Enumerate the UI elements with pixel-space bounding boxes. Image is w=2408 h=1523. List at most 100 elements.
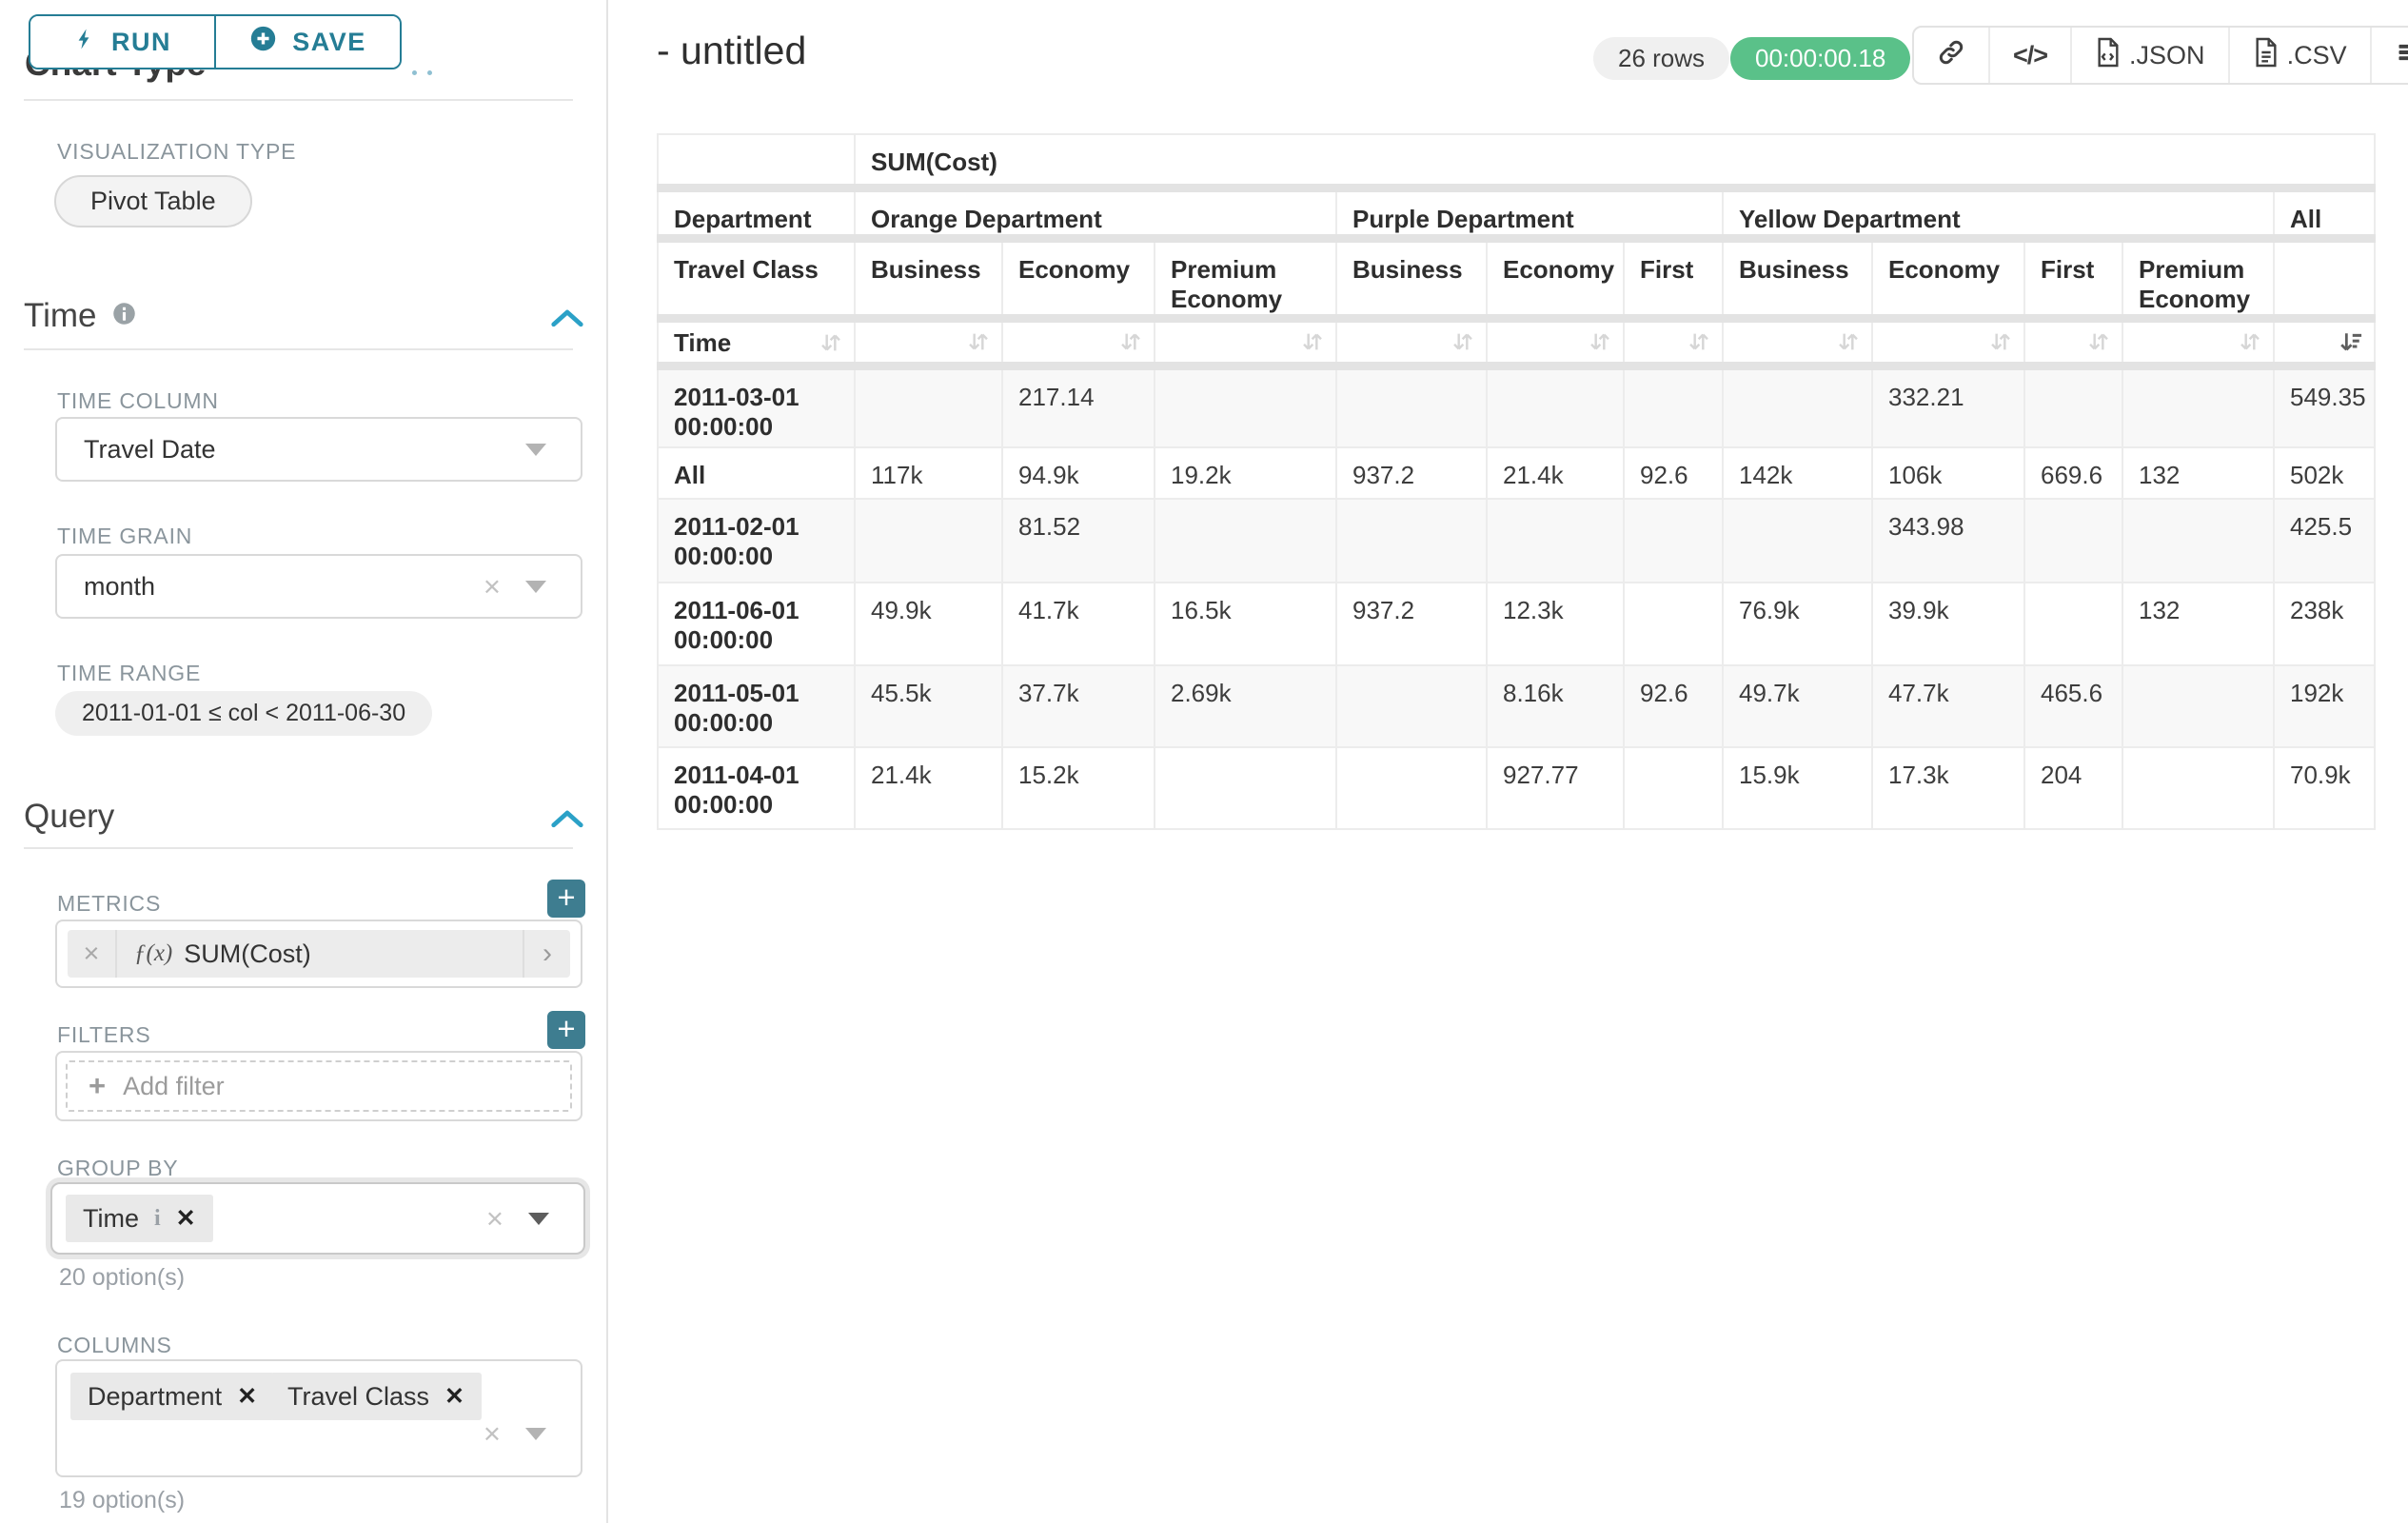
- clear-icon[interactable]: ×: [483, 1416, 501, 1451]
- lightning-bolt-icon: [73, 25, 96, 60]
- metrics-label: METRICS: [57, 891, 162, 916]
- save-button[interactable]: SAVE: [216, 16, 400, 68]
- time-range-pill[interactable]: 2011-01-01 ≤ col < 2011-06-30: [55, 691, 433, 736]
- table-row: 2011-03-01 00:00:00 217.14 332.21 549.35: [657, 365, 2376, 448]
- remove-tag-icon[interactable]: ✕: [175, 1205, 196, 1232]
- run-save-button-group: RUN SAVE: [29, 14, 402, 69]
- panel-resize-dot[interactable]: [412, 70, 417, 75]
- chevron-down-icon: [525, 1428, 546, 1440]
- export-csv-button[interactable]: .CSV: [2227, 28, 2370, 83]
- pivot-cell: 70.9k: [2273, 746, 2376, 830]
- time-column-select[interactable]: Travel Date: [55, 417, 582, 482]
- link-icon: [1937, 38, 1965, 73]
- sort-column[interactable]: [1335, 317, 1488, 370]
- add-filter-plus-button[interactable]: +: [547, 1011, 585, 1049]
- sort-column[interactable]: [2122, 317, 2275, 370]
- info-icon[interactable]: i: [154, 1205, 161, 1231]
- pivot-cell: 502k: [2273, 446, 2376, 500]
- metric-pill[interactable]: × ƒ(x) SUM(Cost) ›: [68, 930, 570, 978]
- clear-icon[interactable]: ×: [483, 569, 501, 603]
- json-label: .JSON: [2129, 40, 2205, 69]
- add-metric-button[interactable]: +: [547, 880, 585, 918]
- menu-button[interactable]: [2369, 28, 2408, 83]
- sort-icon[interactable]: [2237, 328, 2263, 355]
- visualization-type-pill[interactable]: Pivot Table: [54, 175, 252, 227]
- time-grain-select[interactable]: month ×: [55, 554, 582, 619]
- sort-column[interactable]: [1871, 317, 2025, 370]
- metric-header: SUM(Cost): [854, 133, 2376, 192]
- travel-class-header: Business: [1722, 237, 1873, 323]
- sort-icon[interactable]: [818, 329, 844, 356]
- table-row: 2011-04-01 00:00:00 21.4k 15.2k 927.77 15.9k…: [657, 746, 2376, 830]
- sort-column[interactable]: [1001, 317, 1155, 370]
- sort-column[interactable]: [854, 317, 1003, 370]
- row-label: All: [657, 446, 856, 500]
- remove-tag-icon[interactable]: ✕: [444, 1383, 464, 1410]
- save-button-label: SAVE: [292, 27, 366, 56]
- pivot-cell: [854, 498, 1003, 583]
- pivot-cell: 217.14: [1001, 365, 1155, 448]
- table-row: 2011-02-01 00:00:00 81.52 343.98 425.5: [657, 498, 2376, 583]
- pivot-cell: [2023, 365, 2123, 448]
- corner-cell: [657, 133, 856, 192]
- pivot-cell: 204: [2023, 746, 2123, 830]
- time-column-value: Travel Date: [84, 434, 216, 464]
- pivot-cell: 92.6: [1623, 664, 1724, 748]
- sort-icon[interactable]: [1835, 328, 1862, 355]
- pivot-cell: [1722, 498, 1873, 583]
- pivot-cell: [1623, 746, 1724, 830]
- pivot-cell: 132: [2122, 582, 2275, 666]
- filters-box: + Add filter: [55, 1051, 582, 1121]
- pivot-cell: [2122, 664, 2275, 748]
- export-json-button[interactable]: .JSON: [2070, 28, 2228, 83]
- travel-class-header: Premium Economy: [1154, 237, 1337, 323]
- pivot-cell: 81.52: [1001, 498, 1155, 583]
- table-row: 2011-06-01 00:00:00 49.9k 41.7k 16.5k 937.2 1…: [657, 582, 2376, 666]
- remove-metric-icon[interactable]: ×: [68, 930, 117, 978]
- sort-column[interactable]: [2023, 317, 2123, 370]
- sort-column[interactable]: [1722, 317, 1873, 370]
- sort-icon[interactable]: [1450, 328, 1476, 355]
- sort-descending-icon[interactable]: [2338, 328, 2364, 355]
- add-filter-label: Add filter: [123, 1071, 225, 1100]
- sort-column[interactable]: [1623, 317, 1724, 370]
- remove-tag-icon[interactable]: ✕: [237, 1383, 258, 1410]
- pivot-cell: [1154, 498, 1337, 583]
- sort-icon[interactable]: [965, 328, 992, 355]
- pivot-cell: 16.5k: [1154, 582, 1337, 666]
- tag-label: Department: [88, 1381, 223, 1411]
- clear-icon[interactable]: ×: [485, 1201, 503, 1236]
- department-group-header: Orange Department: [854, 187, 1337, 243]
- row-count-badge: 26 rows: [1593, 37, 1730, 80]
- pivot-cell: 238k: [2273, 582, 2376, 666]
- group-by-select[interactable]: Time i ✕ ×: [50, 1182, 585, 1255]
- row-label: 2011-02-01 00:00:00: [657, 498, 856, 583]
- collapse-query-section-icon[interactable]: [550, 807, 584, 830]
- sort-column[interactable]: [1486, 317, 1625, 370]
- section-divider: [24, 847, 573, 849]
- pivot-cell: [2023, 498, 2123, 583]
- chevron-right-icon[interactable]: ›: [523, 930, 570, 978]
- embed-code-button[interactable]: </>: [1988, 28, 2070, 83]
- row-dimension-header[interactable]: Time: [657, 317, 856, 370]
- sort-column[interactable]: [2273, 317, 2376, 370]
- travel-class-header: Business: [1335, 237, 1488, 323]
- sort-column[interactable]: [1154, 317, 1337, 370]
- run-button[interactable]: RUN: [30, 16, 216, 68]
- collapse-time-section-icon[interactable]: [550, 307, 584, 329]
- sort-icon[interactable]: [1117, 328, 1144, 355]
- travel-class-header: Economy: [1486, 237, 1625, 323]
- sort-icon[interactable]: [1299, 328, 1326, 355]
- sort-icon[interactable]: [1987, 328, 2014, 355]
- add-filter-button[interactable]: + Add filter: [66, 1060, 572, 1112]
- copy-link-button[interactable]: [1914, 28, 1988, 83]
- chevron-down-icon: [528, 1213, 549, 1225]
- chart-title[interactable]: - untitled: [657, 29, 807, 72]
- info-icon[interactable]: [111, 297, 137, 335]
- pivot-cell: 37.7k: [1001, 664, 1155, 748]
- panel-resize-dot[interactable]: [427, 70, 432, 75]
- sort-icon[interactable]: [1686, 328, 1712, 355]
- sort-icon[interactable]: [1587, 328, 1613, 355]
- columns-select[interactable]: Department ✕ Travel Class ✕ ×: [55, 1359, 582, 1477]
- sort-icon[interactable]: [2085, 328, 2112, 355]
